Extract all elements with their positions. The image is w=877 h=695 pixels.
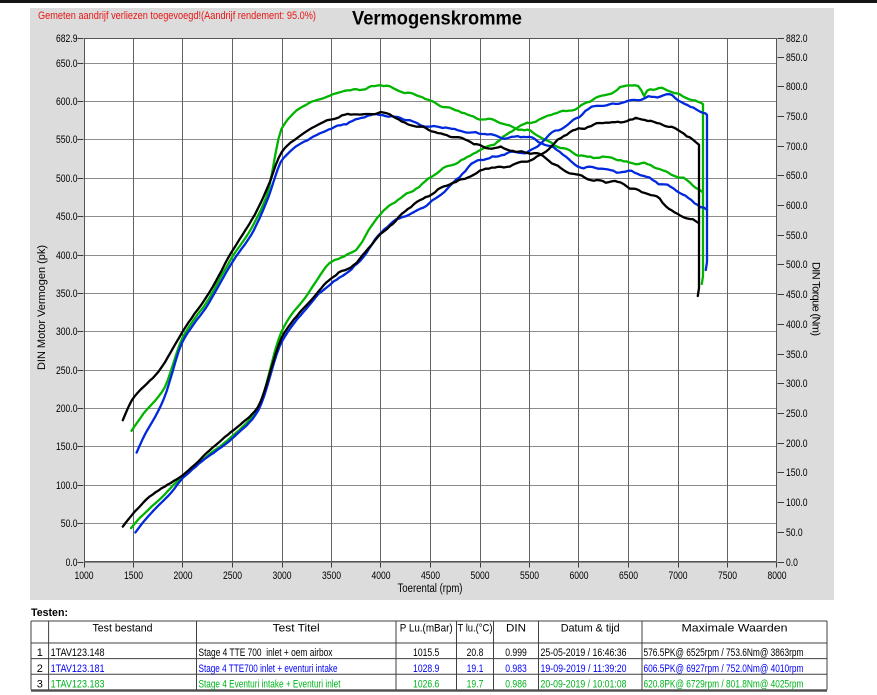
- svg-text:DIN: DIN: [506, 623, 526, 635]
- svg-text:2: 2: [37, 663, 43, 675]
- svg-text:50.0: 50.0: [61, 518, 78, 530]
- svg-text:8000: 8000: [767, 570, 786, 582]
- svg-text:Maximale Waarden: Maximale Waarden: [682, 623, 788, 635]
- svg-text:Gemeten aandrijf verliezen toe: Gemeten aandrijf verliezen toegevoegd!(A…: [38, 10, 316, 22]
- svg-text:3000: 3000: [272, 570, 291, 582]
- svg-text:100.0: 100.0: [786, 497, 808, 509]
- svg-text:576.5PK@ 6525rpm / 753.6Nm@ 38: 576.5PK@ 6525rpm / 753.6Nm@ 3863rpm: [644, 647, 804, 659]
- svg-text:DIN Motor Vermogen (pk): DIN Motor Vermogen (pk): [36, 245, 48, 370]
- svg-text:Stage 4 Eventuri intake + Even: Stage 4 Eventuri intake + Eventuri inlet: [199, 679, 341, 691]
- svg-text:2000: 2000: [173, 570, 192, 582]
- svg-text:400.0: 400.0: [56, 250, 78, 262]
- svg-text:882.0: 882.0: [786, 33, 808, 45]
- svg-text:25-05-2019 / 16:46:36: 25-05-2019 / 16:46:36: [541, 647, 627, 659]
- svg-text:300.0: 300.0: [786, 378, 808, 390]
- svg-text:400.0: 400.0: [786, 319, 808, 331]
- svg-text:1015.5: 1015.5: [413, 647, 439, 659]
- svg-text:19.7: 19.7: [467, 679, 484, 691]
- svg-text:20-09-2019 / 10:01:08: 20-09-2019 / 10:01:08: [541, 679, 627, 691]
- svg-text:450.0: 450.0: [56, 211, 78, 223]
- svg-text:Stage 4 TTE 700 inlet + oem a: Stage 4 TTE 700 inlet + oem airbox: [199, 647, 333, 659]
- svg-text:DIN Torque (Nm): DIN Torque (Nm): [810, 262, 822, 336]
- svg-text:700.0: 700.0: [786, 141, 808, 153]
- svg-text:300.0: 300.0: [56, 326, 78, 338]
- svg-text:P Lu.(mBar): P Lu.(mBar): [400, 623, 453, 635]
- svg-text:1028.9: 1028.9: [413, 663, 439, 675]
- svg-text:450.0: 450.0: [786, 289, 808, 301]
- svg-text:19.1: 19.1: [467, 663, 484, 675]
- svg-text:5500: 5500: [520, 570, 539, 582]
- svg-text:600.0: 600.0: [56, 96, 78, 108]
- svg-text:0.999: 0.999: [505, 647, 527, 659]
- svg-text:682.9: 682.9: [56, 33, 78, 45]
- svg-text:Datum & tijd: Datum & tijd: [561, 623, 620, 635]
- svg-text:606.5PK@ 6927rpm / 752.0Nm@ 40: 606.5PK@ 6927rpm / 752.0Nm@ 4010rpm: [644, 663, 804, 675]
- svg-text:0.983: 0.983: [505, 663, 527, 675]
- svg-text:200.0: 200.0: [56, 403, 78, 415]
- svg-text:T lu.(°C): T lu.(°C): [458, 623, 493, 635]
- svg-text:500.0: 500.0: [786, 259, 808, 271]
- svg-text:650.0: 650.0: [56, 58, 78, 70]
- svg-text:1TAV123.148: 1TAV123.148: [51, 647, 105, 659]
- svg-text:150.0: 150.0: [786, 467, 808, 479]
- svg-text:19-09-2019 / 11:39:20: 19-09-2019 / 11:39:20: [541, 663, 627, 675]
- svg-text:850.0: 850.0: [786, 52, 808, 64]
- svg-text:1026.6: 1026.6: [413, 679, 439, 691]
- svg-text:4000: 4000: [371, 570, 390, 582]
- svg-text:500.0: 500.0: [56, 173, 78, 185]
- svg-text:800.0: 800.0: [786, 81, 808, 93]
- svg-text:20.8: 20.8: [467, 647, 484, 659]
- svg-text:1500: 1500: [124, 570, 143, 582]
- svg-text:3500: 3500: [322, 570, 341, 582]
- svg-text:750.0: 750.0: [786, 111, 808, 123]
- svg-text:2500: 2500: [223, 570, 242, 582]
- svg-text:650.0: 650.0: [786, 170, 808, 182]
- svg-text:550.0: 550.0: [786, 230, 808, 242]
- svg-text:600.0: 600.0: [786, 200, 808, 212]
- svg-text:0.0: 0.0: [66, 557, 78, 569]
- svg-text:3: 3: [37, 679, 43, 691]
- svg-text:350.0: 350.0: [786, 349, 808, 361]
- svg-text:250.0: 250.0: [786, 408, 808, 420]
- svg-text:6000: 6000: [569, 570, 588, 582]
- svg-text:6500: 6500: [619, 570, 638, 582]
- svg-text:Testen:: Testen:: [31, 607, 68, 619]
- svg-text:50.0: 50.0: [786, 527, 803, 539]
- svg-text:Toerental (rpm): Toerental (rpm): [398, 583, 463, 595]
- svg-text:Vermogenskromme: Vermogenskromme: [352, 9, 522, 30]
- svg-text:7500: 7500: [718, 570, 737, 582]
- svg-text:1TAV123.181: 1TAV123.181: [51, 663, 105, 675]
- svg-text:620.8PK@ 6729rpm / 801.8Nm@ 40: 620.8PK@ 6729rpm / 801.8Nm@ 4025rpm: [644, 679, 804, 691]
- svg-text:550.0: 550.0: [56, 134, 78, 146]
- svg-text:0.0: 0.0: [786, 557, 798, 569]
- svg-text:Test bestand: Test bestand: [93, 623, 153, 635]
- svg-text:1TAV123.183: 1TAV123.183: [51, 679, 105, 691]
- svg-text:4500: 4500: [421, 570, 440, 582]
- svg-text:350.0: 350.0: [56, 288, 78, 300]
- svg-text:7000: 7000: [668, 570, 687, 582]
- svg-text:200.0: 200.0: [786, 438, 808, 450]
- svg-text:150.0: 150.0: [56, 441, 78, 453]
- svg-text:5000: 5000: [470, 570, 489, 582]
- svg-text:Test Titel: Test Titel: [273, 623, 320, 635]
- svg-text:Stage 4 TTE700 inlet + eventur: Stage 4 TTE700 inlet + eventuri intake: [199, 663, 338, 675]
- svg-text:1000: 1000: [74, 570, 93, 582]
- svg-text:100.0: 100.0: [56, 480, 78, 492]
- svg-text:1: 1: [37, 647, 43, 659]
- svg-text:0.986: 0.986: [505, 679, 527, 691]
- svg-text:250.0: 250.0: [56, 365, 78, 377]
